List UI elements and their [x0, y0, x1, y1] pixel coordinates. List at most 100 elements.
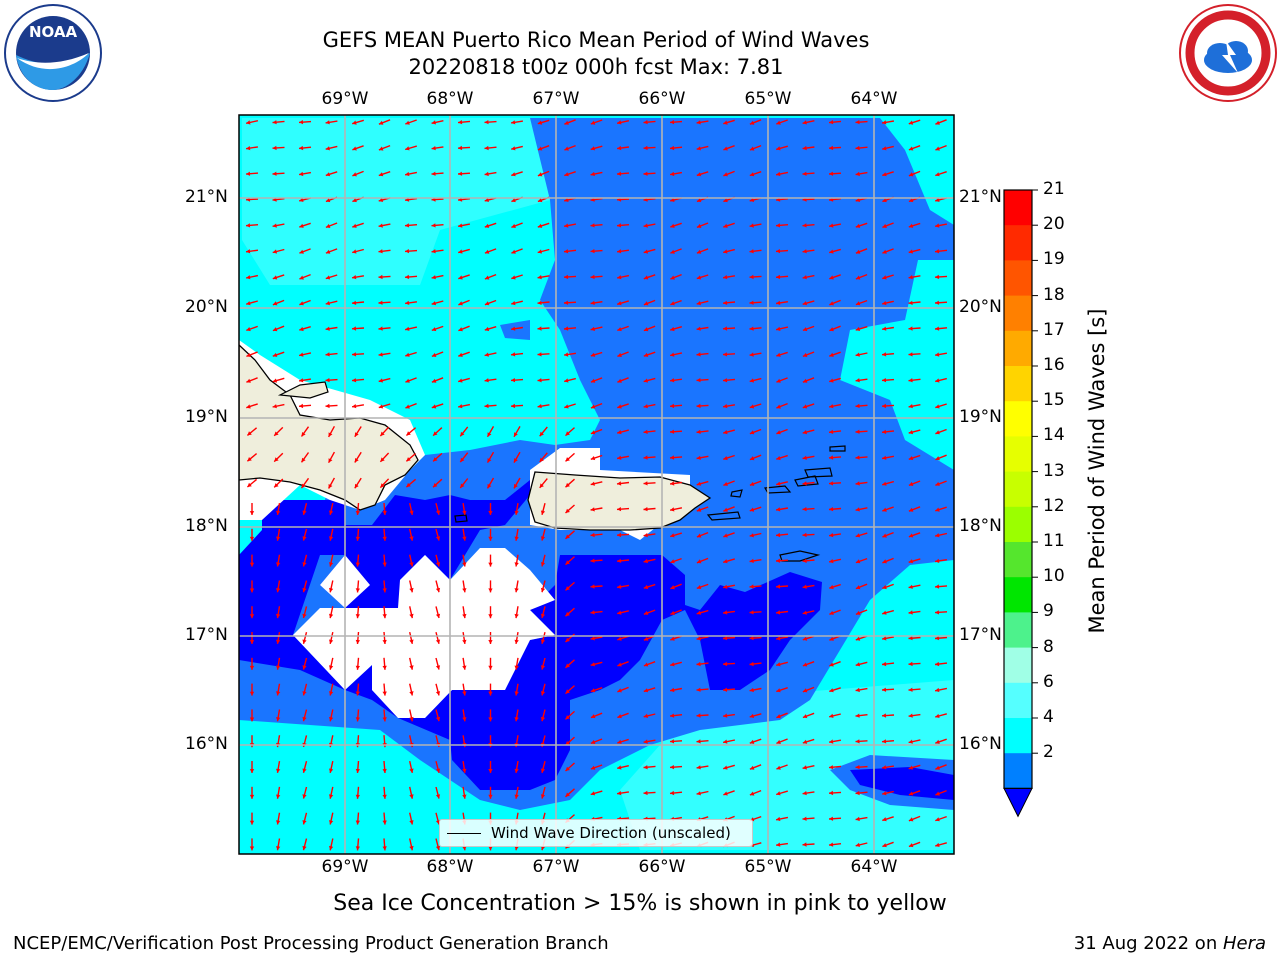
- wind-wave-arrow-head: [776, 120, 781, 125]
- wind-wave-arrow-head: [935, 249, 940, 254]
- wind-wave-arrow-head: [352, 223, 357, 228]
- wind-wave-arrow-head: [696, 661, 701, 667]
- wind-wave-arrow-head: [617, 688, 622, 693]
- wind-wave-arrow-head: [882, 533, 887, 538]
- wind-wave-arrow-head: [352, 198, 357, 203]
- wind-wave-arrow-head: [276, 588, 281, 593]
- wind-wave-arrow-head: [484, 249, 490, 254]
- wind-wave-arrow-head: [723, 533, 728, 538]
- wind-wave-arrow-head: [590, 300, 595, 305]
- wind-wave-arrow-head: [855, 275, 861, 280]
- wind-wave-arrow-head: [355, 820, 360, 825]
- wind-wave-arrow-head: [355, 665, 360, 670]
- wind-wave-arrow-head: [409, 510, 414, 515]
- lon-label-top-67w: 67°W: [532, 89, 580, 109]
- wind-wave-arrow-head: [855, 559, 861, 564]
- wind-wave-arrow-head: [354, 432, 359, 437]
- wind-wave-arrow-head: [935, 481, 940, 486]
- wind-wave-arrow-head: [935, 326, 940, 331]
- wind-wave-arrow-head: [643, 404, 648, 409]
- colorbar-segment: [1004, 260, 1032, 297]
- wind-wave-arrow-head: [484, 171, 489, 177]
- wind-wave-arrow-head: [484, 378, 489, 383]
- wind-wave-arrow-head: [565, 457, 570, 462]
- wind-wave-arrow-head: [352, 326, 357, 331]
- wind-wave-arrow-head: [802, 507, 807, 512]
- wind-wave-arrow-head: [488, 794, 493, 799]
- wind-wave-arrow-head: [643, 275, 649, 280]
- wind-wave-arrow-head: [540, 665, 546, 670]
- wind-wave-arrows: [245, 119, 948, 851]
- colorbar-tick-label: 6: [1043, 671, 1054, 692]
- wind-wave-arrow-head: [352, 378, 357, 383]
- wind-wave-arrow-head: [670, 403, 675, 409]
- wind-wave-arrow-head: [431, 352, 437, 357]
- wind-wave-arrow-head: [405, 274, 410, 280]
- wind-wave-arrow-head: [246, 171, 251, 176]
- wind-wave-arrow-head: [802, 636, 808, 641]
- wind-wave-arrow-head: [776, 714, 781, 719]
- lon-label-bottom-69w: 69°W: [321, 857, 369, 877]
- colorbar-tick-label: 19: [1043, 249, 1065, 270]
- wind-wave-arrow-head: [488, 665, 493, 670]
- wind-wave-arrow-head: [935, 274, 940, 280]
- wind-wave-arrow-head: [617, 532, 622, 538]
- wind-wave-arrow-head: [590, 739, 596, 744]
- wind-wave-arrow-head: [855, 249, 861, 254]
- colorbar-tick-label: 15: [1043, 390, 1065, 411]
- wind-wave-arrow-head: [723, 713, 728, 718]
- wind-wave-arrow-head: [723, 507, 728, 512]
- culebra-island: [730, 489, 743, 498]
- wind-wave-arrow-head: [776, 326, 781, 331]
- colorbar-segment: [1004, 366, 1032, 402]
- wind-wave-arrow-head: [670, 533, 675, 538]
- wind-wave-arrow-head: [302, 768, 307, 773]
- wind-wave-arrow-head: [329, 820, 334, 825]
- wind-wave-arrow-head: [458, 171, 463, 176]
- wind-wave-arrow-head: [537, 223, 543, 228]
- wind-wave-arrow-head: [802, 481, 807, 486]
- wind-wave-arrow-head: [670, 378, 675, 383]
- wind-wave-arrow-head: [908, 739, 913, 744]
- wind-wave-arrow-head: [723, 249, 728, 254]
- wind-wave-arrow-head: [325, 352, 330, 357]
- wind-wave-arrow-head: [855, 610, 861, 615]
- wind-wave-arrow-head: [249, 665, 255, 670]
- wind-wave-arrow-head: [776, 662, 781, 667]
- wind-wave-arrow-head: [723, 610, 728, 615]
- colorbar-segment: [1004, 682, 1032, 719]
- wind-wave-arrow-head: [855, 816, 860, 822]
- wind-wave-arrow-head: [488, 536, 493, 541]
- wind-wave-arrow-head: [935, 661, 940, 667]
- wind-wave-arrow-head: [276, 613, 281, 619]
- wind-wave-arrow-head: [590, 636, 595, 641]
- wind-wave-arrow-head: [696, 533, 702, 538]
- wind-wave-arrow-head: [378, 274, 383, 280]
- wind-wave-arrow-head: [829, 662, 834, 667]
- wind-wave-arrow-head: [276, 665, 281, 670]
- virgin-island: [804, 467, 833, 478]
- wind-wave-arrow-head: [325, 326, 330, 331]
- wind-wave-arrow-head: [302, 536, 307, 541]
- wind-wave-arrow-head: [882, 661, 887, 667]
- wind-wave-arrow-head: [829, 507, 834, 512]
- wind-wave-arrow-head: [299, 145, 304, 151]
- legend-line-sample: [447, 833, 481, 834]
- wind-wave-arrow-head: [540, 716, 546, 722]
- wind-wave-arrow-head: [302, 587, 307, 593]
- wind-wave-arrow-head: [696, 352, 701, 357]
- wind-wave-arrow-head: [458, 223, 463, 228]
- wind-wave-arrow-head: [908, 610, 913, 615]
- wind-wave-arrow-head: [882, 507, 887, 512]
- wind-wave-arrow-head: [435, 562, 441, 567]
- wind-wave-arrow-head: [537, 404, 542, 409]
- wind-wave-arrow-head: [355, 588, 360, 593]
- wind-wave-arrow-head: [749, 430, 755, 435]
- wind-wave-arrow-head: [802, 842, 807, 847]
- wind-wave-arrow-head: [802, 301, 808, 306]
- wind-wave-arrow-head: [802, 327, 808, 332]
- wind-wave-arrow-head: [458, 120, 463, 125]
- wind-wave-arrow-head: [329, 794, 334, 799]
- wind-wave-arrow-head: [776, 378, 781, 383]
- wind-wave-arrow-head: [749, 481, 755, 486]
